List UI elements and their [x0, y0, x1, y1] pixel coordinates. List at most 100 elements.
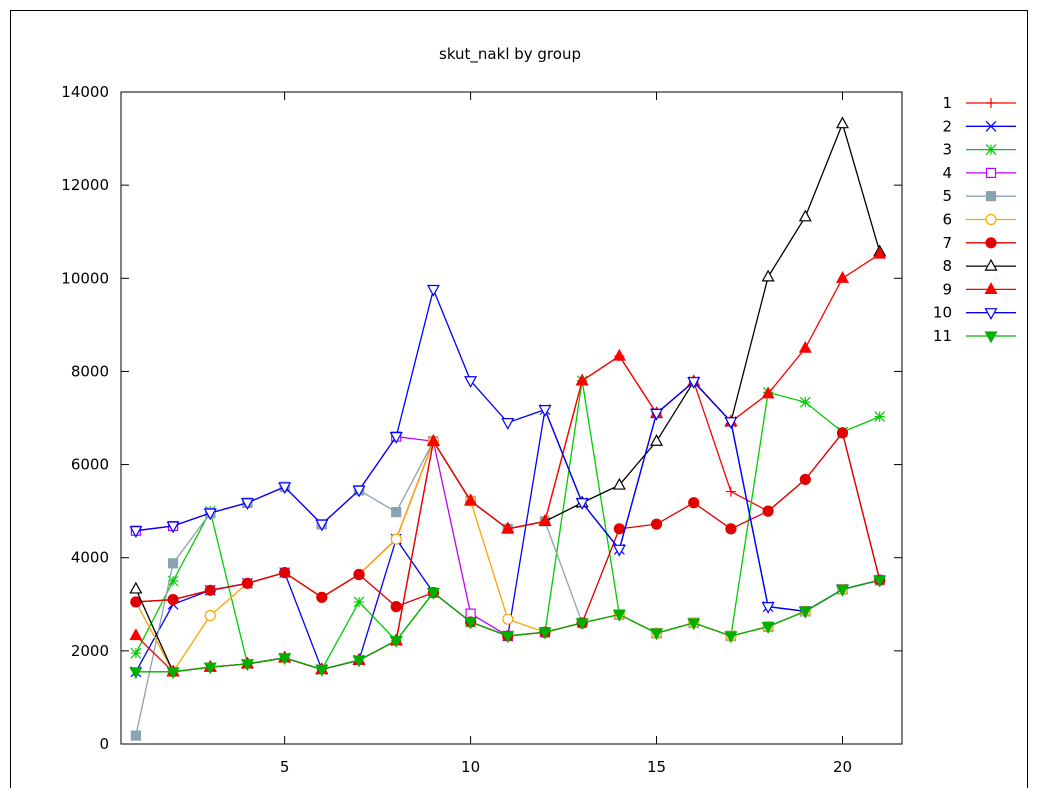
x-tick-label: 5	[280, 758, 290, 776]
data-point-11	[352, 655, 366, 668]
data-point-10	[501, 418, 515, 430]
data-point-11	[575, 618, 589, 631]
data-point-10	[724, 417, 738, 429]
legend-label: 5	[942, 187, 952, 205]
x-tick-label: 10	[461, 758, 480, 776]
y-tick-label: 0	[99, 735, 109, 753]
y-tick-label: 4000	[71, 549, 109, 567]
data-point-11	[389, 636, 403, 648]
legend-item-6: 6	[942, 211, 1016, 229]
data-point-7	[353, 568, 365, 581]
plot-border	[120, 91, 903, 745]
x-tick-label: 15	[647, 758, 666, 776]
data-point-7	[613, 523, 625, 535]
data-point-10	[203, 508, 217, 521]
legend-marker	[985, 213, 997, 226]
series-5	[130, 436, 885, 741]
legend-marker	[985, 237, 997, 249]
data-point-11	[129, 667, 143, 680]
y-tick-label: 8000	[71, 362, 109, 380]
legend-item-4: 4	[942, 164, 1016, 182]
data-point-10	[464, 376, 478, 388]
data-point-10	[426, 284, 440, 297]
data-point-11	[873, 575, 887, 588]
data-point-8	[761, 269, 775, 282]
data-point-9	[873, 246, 887, 259]
legend-label: 1	[942, 94, 952, 112]
legend-item-5: 5	[942, 187, 1016, 205]
data-point-10	[240, 498, 254, 511]
chart-title: skut_nakl by group	[439, 45, 581, 64]
data-point-10	[650, 408, 664, 421]
data-point-7	[688, 497, 700, 509]
data-point-5	[130, 730, 141, 741]
data-point-11	[278, 653, 292, 666]
data-point-8	[129, 581, 143, 594]
data-point-3	[167, 575, 179, 587]
data-point-6	[502, 613, 514, 625]
data-point-10	[278, 482, 292, 495]
legend-label: 4	[942, 164, 952, 182]
data-point-8	[835, 116, 850, 129]
data-point-11	[166, 667, 180, 680]
data-point-11	[761, 622, 775, 634]
legend-marker	[985, 144, 997, 156]
data-point-11	[538, 627, 552, 640]
data-point-7	[167, 594, 179, 606]
data-point-10	[687, 377, 701, 389]
data-point-10	[761, 602, 775, 614]
data-point-11	[687, 618, 701, 631]
data-point-10	[538, 405, 552, 417]
series-7	[130, 427, 886, 642]
data-point-7	[762, 505, 774, 517]
data-point-11	[835, 584, 850, 597]
data-point-8	[798, 209, 812, 222]
legend-item-11: 11	[933, 327, 1016, 345]
data-point-9	[129, 628, 143, 641]
legend-item-8: 8	[942, 257, 1016, 275]
data-point-9	[538, 514, 552, 526]
legend-item-3: 3	[942, 141, 1016, 159]
data-point-9	[426, 434, 440, 446]
data-point-11	[724, 631, 738, 644]
data-point-10	[352, 485, 366, 498]
y-tick-label: 6000	[71, 456, 109, 474]
data-point-10	[129, 526, 143, 538]
legend-marker	[984, 308, 998, 320]
legend-item-9: 9	[942, 280, 1016, 298]
data-point-6	[390, 533, 402, 545]
data-point-6	[204, 609, 216, 622]
data-point-7	[279, 567, 291, 579]
data-point-11	[650, 628, 664, 641]
data-point-10	[389, 432, 403, 444]
legend-label: 7	[942, 234, 952, 252]
legend-label: 8	[942, 257, 952, 275]
data-point-11	[203, 662, 217, 675]
data-point-11	[315, 664, 329, 677]
series-10	[129, 284, 887, 619]
legend-label: 2	[942, 117, 952, 135]
data-point-11	[798, 606, 812, 619]
data-point-9	[798, 340, 812, 353]
y-tick-label: 14000	[61, 83, 109, 101]
data-point-7	[725, 523, 737, 535]
legend-marker	[985, 167, 997, 178]
data-point-11	[240, 659, 254, 672]
chart-frame	[10, 10, 1028, 788]
data-point-3	[130, 647, 142, 659]
legend-item-1: 1	[942, 94, 1016, 112]
data-point-9	[501, 521, 515, 534]
legend-label: 9	[942, 280, 952, 298]
data-point-10	[575, 498, 589, 511]
data-point-8	[650, 434, 664, 446]
x-tick-label: 20	[833, 758, 852, 776]
data-point-9	[612, 348, 626, 361]
data-point-9	[761, 386, 775, 399]
data-point-5	[391, 506, 402, 518]
legend-item-7: 7	[942, 234, 1016, 252]
y-tick-label: 12000	[61, 176, 109, 194]
legend-item-2: 2	[942, 117, 1016, 135]
data-point-7	[241, 577, 254, 589]
series-11	[129, 575, 887, 680]
